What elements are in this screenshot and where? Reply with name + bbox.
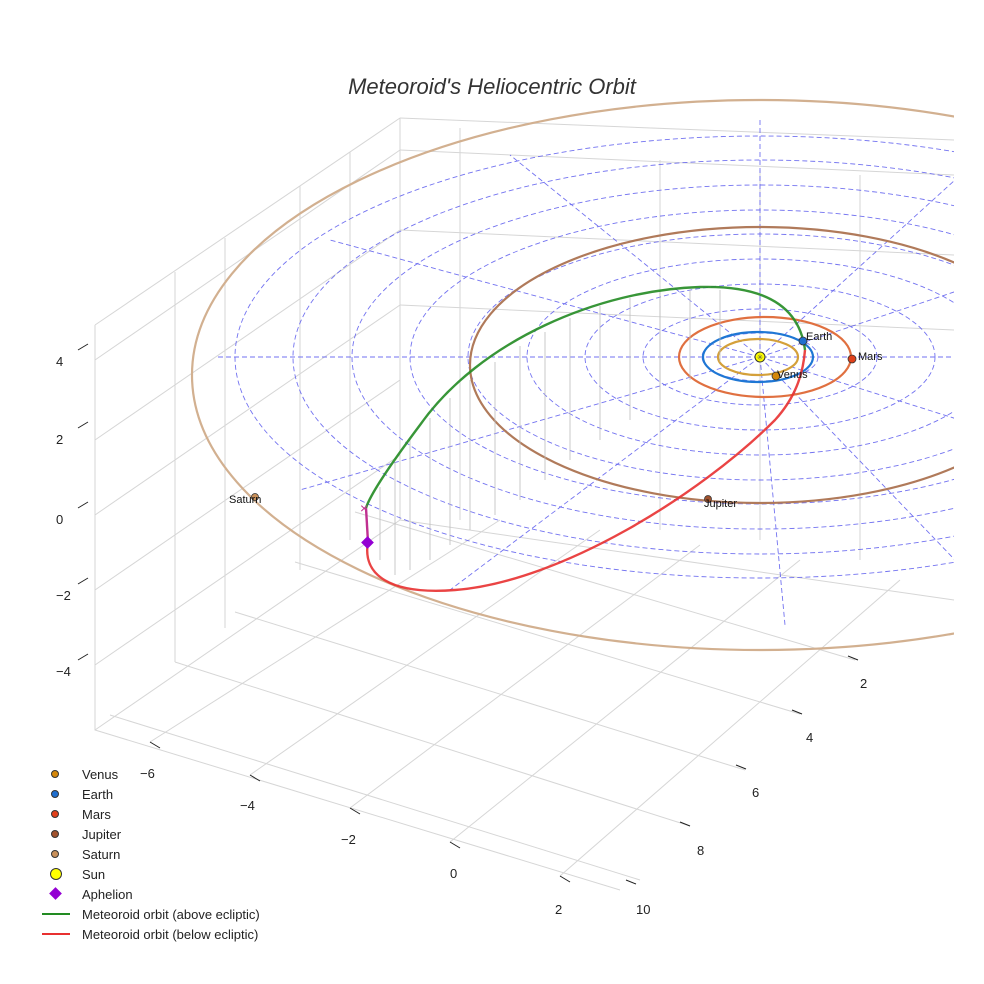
saturn-orbit — [191, 98, 954, 652]
legend-item: Saturn — [40, 844, 260, 864]
legend-label: Jupiter — [82, 826, 122, 842]
legend-symbol — [40, 864, 74, 884]
legend-symbol — [40, 824, 74, 844]
legend-item: Aphelion — [40, 884, 260, 904]
cross-marker: × — [360, 500, 368, 516]
z-tick-label: 0 — [56, 512, 63, 527]
saturn-marker — [251, 493, 259, 501]
ecliptic-grid — [218, 120, 954, 626]
x-tick-label: 10 — [636, 902, 650, 917]
aphelion-marker — [361, 536, 374, 549]
mars-marker — [847, 354, 857, 364]
orbit-drop-lines — [379, 290, 721, 575]
legend-item: Meteoroid orbit (below ecliptic) — [40, 924, 260, 944]
jupiter-marker — [704, 495, 712, 503]
x-tick-label: 2 — [860, 676, 867, 691]
venus-label: Venus — [777, 369, 808, 381]
meteoroid-orbit-below-ecliptic — [366, 349, 807, 592]
y-tick-label: 2 — [555, 902, 562, 917]
legend-item: Venus — [40, 764, 260, 784]
legend-symbol — [40, 764, 74, 784]
legend-symbol — [40, 924, 74, 944]
legend-label: Meteoroid orbit (above ecliptic) — [82, 906, 260, 922]
planet-orbits — [191, 98, 954, 652]
legend-item: Meteoroid orbit (above ecliptic) — [40, 904, 260, 924]
earth-marker — [798, 336, 808, 346]
chart-title: Meteoroid's Heliocentric Orbit — [348, 74, 636, 99]
y-tick-labels: −6 −4 −2 0 2 — [140, 766, 562, 917]
x-tick-label: 6 — [752, 785, 759, 800]
legend-symbol — [40, 904, 74, 924]
y-tick-label: 0 — [450, 866, 457, 881]
venus-orbit — [716, 337, 800, 377]
legend-item: Jupiter — [40, 824, 260, 844]
legend-label: Mars — [82, 806, 111, 822]
y-tick-label: −6 — [140, 766, 155, 781]
legend-label: Meteoroid orbit (below ecliptic) — [82, 926, 259, 942]
y-tick-label: −2 — [341, 832, 356, 847]
legend-label: Sun — [82, 866, 106, 882]
saturn-label: Saturn — [229, 494, 261, 506]
axis-ticks — [77, 343, 859, 885]
z-tick-labels: 4 2 0 −2 −4 — [56, 354, 71, 679]
sun-marker: ✳ — [754, 351, 766, 363]
legend-item: Sun — [40, 864, 260, 884]
legend-label: Earth — [82, 786, 114, 802]
jupiter-orbit — [468, 225, 954, 505]
legend: Venus Earth Mars Jupiter Saturn Sun Aphelion Me… — [40, 764, 260, 944]
z-tick-label: −2 — [56, 588, 71, 603]
z-tick-label: 4 — [56, 354, 63, 369]
legend-symbol — [40, 804, 74, 824]
z-tick-label: 2 — [56, 432, 63, 447]
z-tick-label: −4 — [56, 664, 71, 679]
legend-item: Mars — [40, 804, 260, 824]
x-tick-label: 4 — [806, 730, 813, 745]
venus-marker — [771, 371, 781, 381]
legend-symbol — [40, 844, 74, 864]
legend-symbol — [40, 784, 74, 804]
mars-label: Mars — [858, 351, 883, 363]
legend-item: Earth — [40, 784, 260, 804]
legend-label: Saturn — [82, 846, 121, 862]
legend-label: Aphelion — [82, 886, 133, 902]
x-tick-labels: 2 4 6 8 10 — [636, 676, 867, 917]
pane-grid — [94, 117, 955, 891]
earth-label: Earth — [806, 331, 832, 343]
meteoroid-orbit-above-ecliptic — [364, 285, 807, 509]
jupiter-label: Jupiter — [704, 498, 737, 510]
legend-symbol — [40, 884, 74, 904]
x-tick-label: 8 — [697, 843, 704, 858]
y-tick-label: −4 — [240, 798, 255, 813]
svg-text:✳: ✳ — [757, 353, 764, 362]
earth-orbit — [701, 330, 815, 384]
legend-label: Venus — [82, 766, 119, 782]
